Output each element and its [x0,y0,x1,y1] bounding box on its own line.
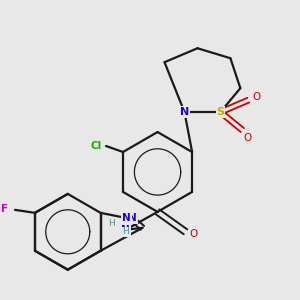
Text: Cl: Cl [90,141,102,151]
Text: S: S [216,107,224,117]
Text: N: N [180,107,189,117]
Text: F: F [2,204,9,214]
Text: O: O [243,133,251,143]
Text: H: H [122,227,129,236]
Text: O: O [252,92,260,102]
Text: N: N [121,225,130,235]
Text: O: O [189,229,198,239]
Text: N: N [128,213,137,223]
Text: H: H [108,219,115,228]
Text: N: N [122,213,131,223]
